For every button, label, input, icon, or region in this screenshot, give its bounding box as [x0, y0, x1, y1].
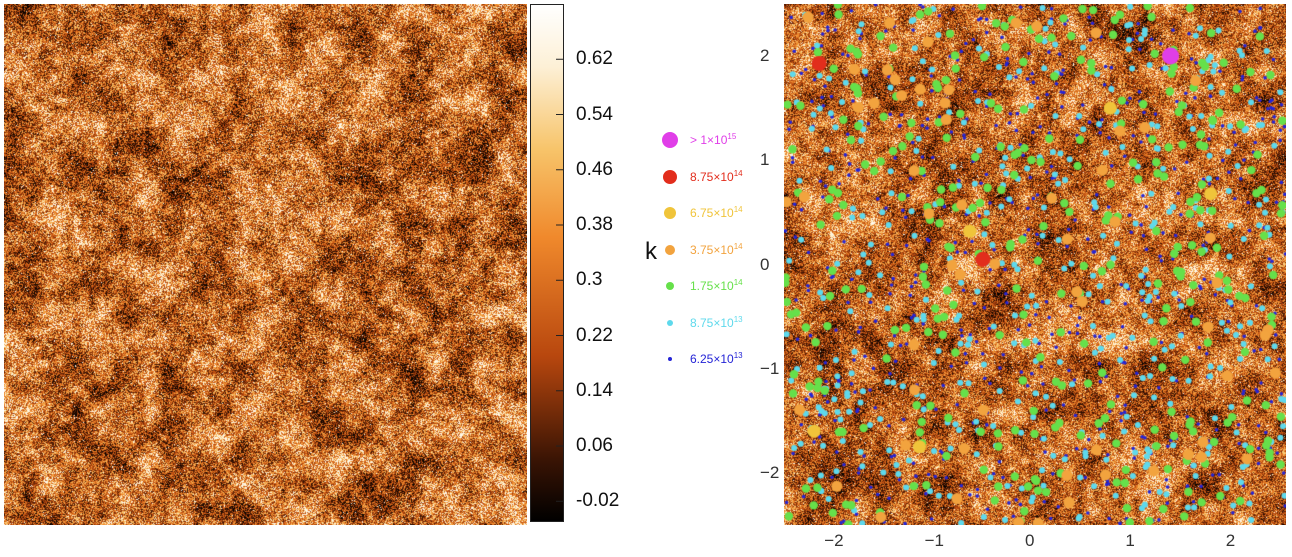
convergence-map-image — [4, 4, 527, 525]
x-tick-label: −1 — [924, 531, 944, 550]
legend-label: 6.25×1013 — [690, 351, 743, 366]
colorbar-tick-label: 0.54 — [576, 103, 613, 125]
colorbar-tick-label: 0.06 — [576, 435, 613, 457]
legend-label-base: 3.75×10 — [690, 242, 734, 257]
x-tick-label: 0 — [1025, 531, 1035, 550]
colorbar-tick-labels: 0.62 0.54 0.46 0.38 0.3 0.22 0.14 0.06 -0.02 — [572, 4, 642, 522]
legend-marker — [668, 357, 672, 361]
halo-overlay-image — [784, 4, 1286, 525]
colorbar-tick-label: 0.62 — [576, 48, 613, 70]
legend-label-exponent: 15 — [727, 132, 737, 141]
legend-label-exponent: 14 — [733, 168, 743, 178]
legend-label: > 1×1015 — [690, 132, 736, 147]
legend-label-base: 6.75×10 — [690, 206, 734, 220]
y-tick-label: −2 — [760, 462, 780, 482]
x-tick-label: 2 — [1225, 531, 1236, 550]
colorbar — [530, 4, 564, 522]
legend-marker — [664, 207, 676, 219]
legend: > 1×1015 8.75×1014 6.75×1014 3.75×1014 1.75×… — [660, 130, 790, 390]
legend-marker — [667, 319, 673, 326]
legend-marker — [666, 282, 674, 290]
colorbar-tick-label: 0.46 — [576, 158, 613, 180]
legend-label-exponent: 14 — [733, 241, 743, 251]
legend-entry: 3.75×1014 — [660, 240, 790, 260]
colorbar-tick-label: 0.22 — [576, 324, 613, 346]
legend-label-base: 8.75×10 — [690, 315, 734, 330]
legend-label: 8.75×1013 — [690, 315, 743, 330]
legend-marker — [663, 169, 677, 184]
halo-overlay-map — [784, 4, 1286, 525]
legend-entry: 8.75×1014 — [660, 167, 790, 187]
x-tick-label: 1 — [1125, 531, 1135, 550]
convergence-map — [4, 4, 527, 525]
legend-entry: 6.25×1013 — [660, 349, 790, 369]
y-tick-label: 0 — [760, 254, 770, 274]
colorbar-tick-label: 0.38 — [576, 214, 613, 235]
y-tick-label: −1 — [760, 358, 780, 378]
colorbar-tick-label: 0.14 — [576, 379, 613, 401]
legend-label-exponent: 13 — [733, 351, 743, 360]
y-tick-label: 1 — [760, 150, 770, 170]
colorbar-gradient — [530, 4, 564, 522]
legend-label-base: 1.75×10 — [690, 279, 734, 293]
legend-label: 1.75×1014 — [690, 278, 743, 293]
legend-label-base: > 1×10 — [690, 133, 728, 147]
legend-label-base: 8.75×10 — [690, 169, 734, 184]
colorbar-tick-label: 0.3 — [576, 269, 603, 291]
legend-marker — [665, 244, 675, 255]
legend-entry: > 1×1015 — [660, 130, 790, 150]
legend-entry: 6.75×1014 — [660, 203, 790, 223]
legend-label-base: 6.25×10 — [690, 352, 734, 366]
legend-entry: 1.75×1014 — [660, 276, 790, 296]
legend-label: 3.75×1014 — [690, 242, 743, 257]
legend-label-exponent: 13 — [733, 314, 743, 324]
legend-label: 6.75×1014 — [690, 205, 743, 220]
colorbar-tick-label: -0.02 — [576, 490, 620, 512]
legend-marker — [662, 132, 678, 148]
legend-label-exponent: 14 — [733, 278, 743, 287]
x-tick-label: −2 — [824, 531, 844, 550]
legend-label: 8.75×1014 — [690, 169, 743, 184]
legend-entry: 8.75×1013 — [660, 313, 790, 333]
y-tick-label: 2 — [760, 46, 770, 66]
colorbar-label: k — [645, 238, 657, 265]
legend-label-exponent: 14 — [733, 205, 743, 214]
